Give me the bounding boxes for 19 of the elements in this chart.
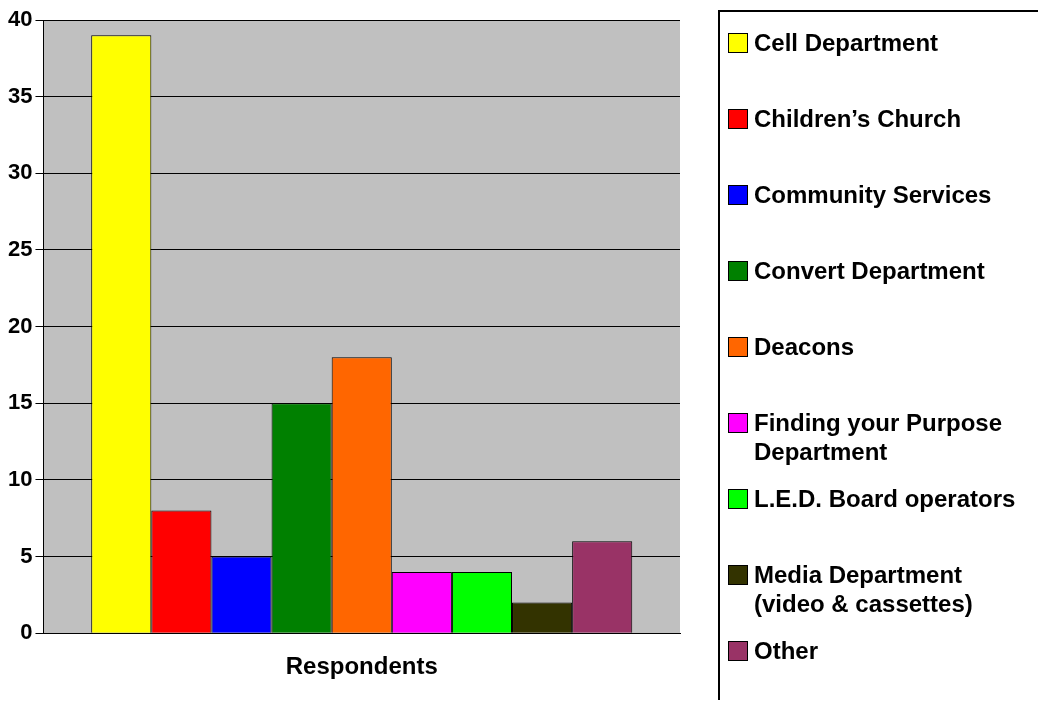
x-tick-label: Respondents — [285, 652, 438, 680]
legend-label: Finding your Purpose Department — [754, 408, 1003, 466]
y-tick-label: 10 — [7, 465, 33, 491]
legend-label: Other — [754, 636, 819, 665]
legend-label: Deacons — [754, 332, 855, 361]
y-tick-label: 30 — [7, 159, 33, 185]
y-tick-label: 25 — [7, 236, 33, 262]
legend-label: Cell Department — [754, 28, 939, 57]
y-tick-label: 15 — [7, 389, 33, 415]
legend-label: L.E.D. Board operators — [754, 484, 1016, 513]
y-tick-label: 35 — [7, 82, 33, 108]
legend-label: Media Department (video & cassettes) — [754, 560, 974, 618]
y-tick-label: 20 — [7, 312, 33, 338]
y-tick-label: 40 — [7, 6, 33, 32]
legend-label: Children’s Church — [754, 104, 962, 133]
y-tick-label: 5 — [20, 542, 33, 568]
legend-label: Community Services — [754, 180, 992, 209]
y-tick-label: 0 — [20, 619, 33, 645]
legend-label: Convert Department — [754, 256, 985, 285]
